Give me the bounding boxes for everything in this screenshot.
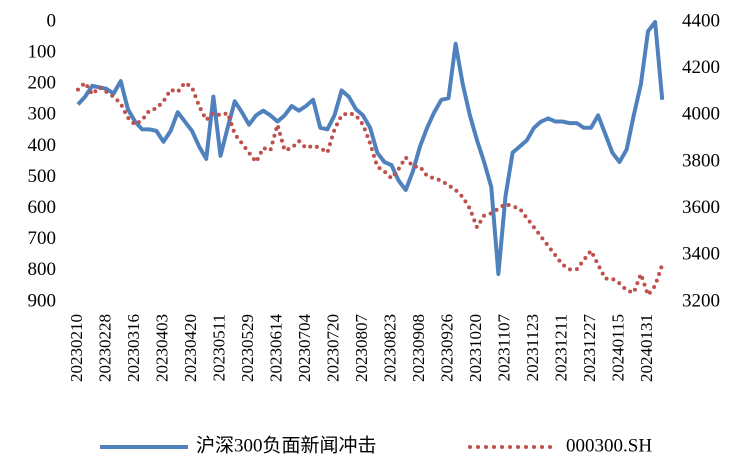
- y-tick-label: 500: [28, 166, 57, 187]
- x-tick-label: 20231020: [466, 314, 485, 382]
- y-tick-label: 200: [28, 73, 57, 94]
- y-tick-label: 100: [28, 41, 57, 62]
- y-tick-label: 800: [28, 259, 57, 280]
- x-tick-label: 20240131: [637, 314, 656, 382]
- x-tick-label: 20230720: [323, 314, 342, 382]
- y2-tick-label: 3400: [682, 244, 720, 265]
- y2-tick-label: 3200: [682, 290, 720, 311]
- x-tick-label: 20230823: [380, 314, 399, 382]
- legend-label: 沪深300负面新闻冲击: [196, 434, 377, 456]
- y-tick-label: 300: [28, 104, 57, 125]
- x-tick-label: 20230420: [181, 314, 200, 382]
- x-tick-label: 20230908: [409, 314, 428, 382]
- x-tick-label: 20231227: [580, 314, 599, 383]
- x-tick-label: 20231107: [494, 314, 513, 382]
- y-tick-label: 900: [28, 290, 57, 311]
- x-tick-label: 20230704: [295, 314, 314, 383]
- x-tick-label: 20231123: [523, 314, 542, 381]
- x-tick-label: 20240115: [608, 314, 627, 381]
- x-tick-label: 20230210: [67, 314, 86, 382]
- x-tick-label: 20230807: [352, 314, 371, 383]
- x-tick-label: 20230316: [124, 314, 143, 382]
- y2-tick-label: 3600: [682, 197, 720, 218]
- y-tick-label: 0: [47, 10, 57, 31]
- y-tick-label: 600: [28, 197, 57, 218]
- y2-tick-label: 4400: [682, 10, 720, 31]
- x-tick-label: 20230529: [238, 314, 257, 382]
- x-tick-label: 20230926: [437, 314, 456, 382]
- x-tick-label: 20230614: [266, 314, 285, 383]
- x-tick-label: 20231211: [551, 314, 570, 381]
- y-tick-label: 400: [28, 135, 57, 156]
- y2-tick-label: 3800: [682, 150, 720, 171]
- x-tick-label: 20230403: [152, 314, 171, 382]
- y-tick-label: 700: [28, 228, 57, 249]
- series-line: [76, 79, 665, 300]
- legend-label: 000300.SH: [566, 435, 652, 456]
- x-tick-label: 20230228: [95, 314, 114, 382]
- x-tick-label: 20230511: [209, 314, 228, 381]
- y2-tick-label: 4000: [682, 104, 720, 125]
- series-line: [76, 20, 665, 276]
- y2-tick-label: 4200: [682, 57, 720, 78]
